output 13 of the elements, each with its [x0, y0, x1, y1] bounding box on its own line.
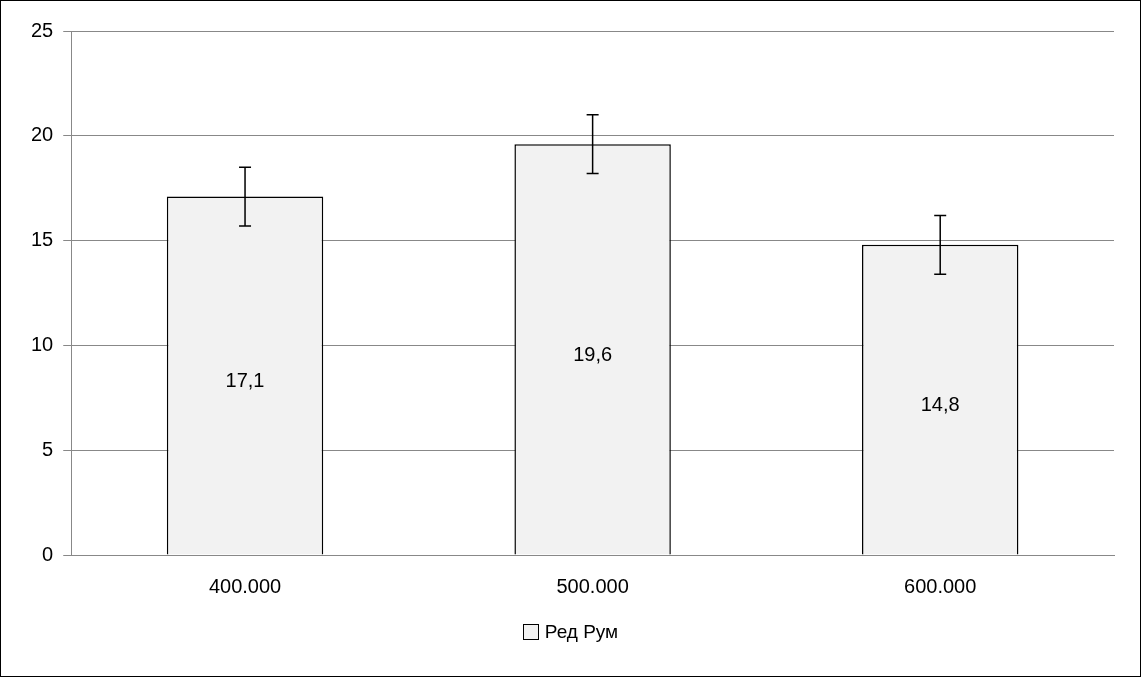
- data-label: 19,6: [573, 342, 613, 365]
- y-tick-label: 20: [31, 123, 54, 146]
- text: Ред Рум: [544, 621, 619, 643]
- x-tick-label: 400.000: [208, 574, 282, 597]
- y-tick-label: 5: [42, 437, 54, 460]
- x-tick-label: 500.000: [556, 574, 629, 597]
- y-tick-label: 0: [42, 542, 54, 565]
- data-label: 17,1: [225, 369, 265, 392]
- data-label: 14,8: [920, 393, 960, 416]
- x-tick-label: 600.000: [904, 574, 977, 597]
- y-tick-label: 25: [31, 18, 54, 41]
- y-tick-label: 15: [31, 228, 54, 251]
- y-tick-label: 10: [31, 332, 54, 355]
